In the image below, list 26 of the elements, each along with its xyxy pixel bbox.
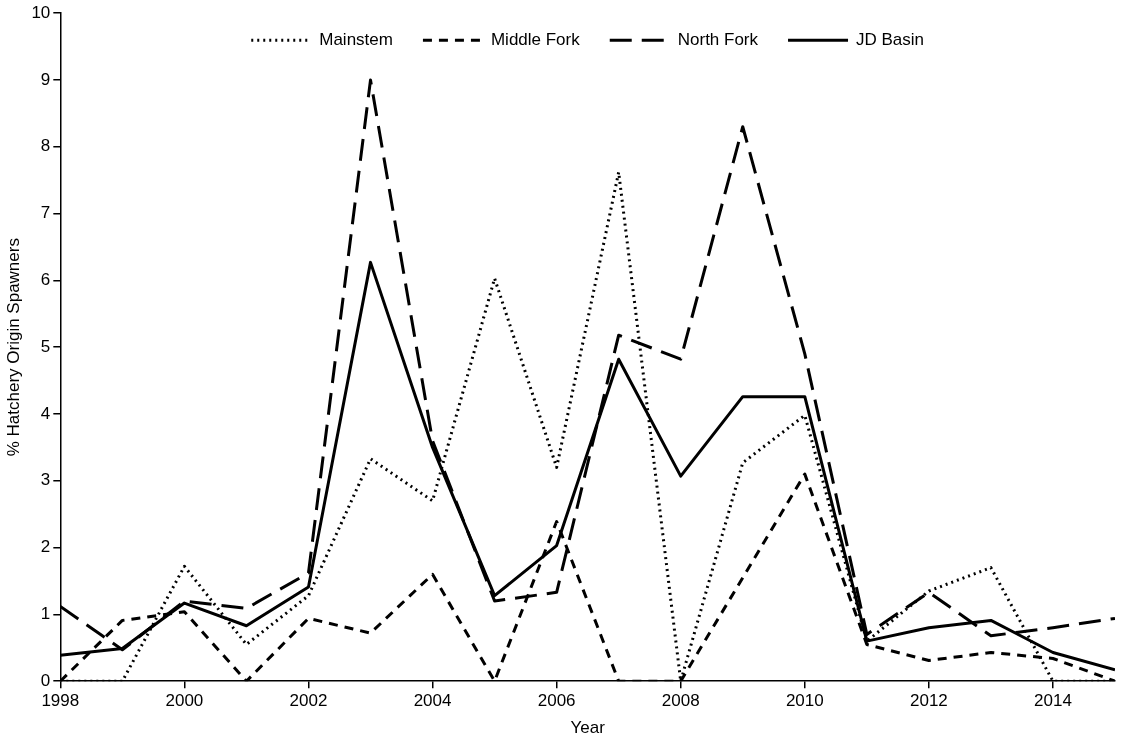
y-tick-label: 7 — [40, 203, 51, 223]
x-tick-label: 1998 — [41, 691, 80, 711]
y-tick-label: 1 — [40, 604, 51, 624]
y-axis-title: % Hatchery Origin Spawners — [3, 238, 23, 457]
x-tick-label: 2008 — [661, 691, 700, 711]
x-tick-label: 2014 — [1034, 691, 1072, 711]
x-axis-title: Year — [570, 718, 606, 738]
y-tick-label: 10 — [31, 2, 51, 22]
legend-label: JD Basin — [856, 29, 925, 49]
x-tick-label: 2000 — [165, 691, 204, 711]
x-tick-label: 2012 — [909, 691, 948, 711]
x-tick-label: 2010 — [785, 691, 824, 711]
legend-label: Middle Fork — [490, 29, 581, 49]
y-tick-label: 9 — [40, 69, 51, 89]
y-tick-label: 2 — [40, 537, 51, 557]
y-tick-label: 6 — [40, 270, 51, 290]
legend-label: North Fork — [677, 29, 759, 49]
x-tick-label: 2004 — [413, 691, 452, 711]
y-tick-label: 3 — [40, 470, 51, 490]
y-tick-label: 5 — [40, 336, 51, 356]
legend-label: Mainstem — [319, 29, 393, 49]
y-tick-label: 0 — [40, 670, 51, 690]
y-tick-label: 8 — [40, 136, 51, 156]
y-tick-label: 4 — [40, 403, 51, 423]
x-tick-label: 2006 — [537, 691, 576, 711]
x-tick-label: 2002 — [289, 691, 328, 711]
